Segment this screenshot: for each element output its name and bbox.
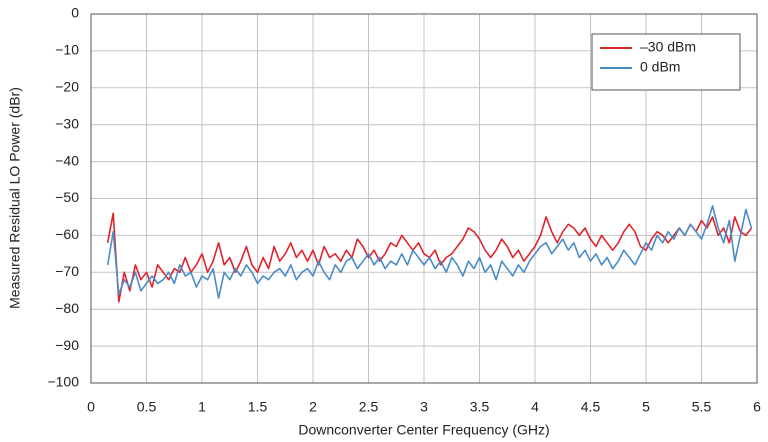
y-tick-label: −40: [55, 152, 79, 168]
x-tick-label: 4: [531, 399, 539, 415]
x-tick-label: 2: [309, 399, 317, 415]
y-tick-label: −30: [55, 115, 79, 131]
x-tick-label: 0.5: [137, 399, 157, 415]
x-tick-label: 0: [87, 399, 95, 415]
x-tick-label: 5.5: [692, 399, 712, 415]
y-tick-label: −70: [55, 263, 79, 279]
y-tick-label: −100: [47, 374, 79, 390]
plot-border: [90, 13, 758, 384]
y-tick-label: −90: [55, 337, 79, 353]
legend-box: [591, 33, 741, 91]
y-tick-label: −60: [55, 226, 79, 242]
x-tick-label: 5: [642, 399, 650, 415]
x-tick-label: 3: [420, 399, 428, 415]
x-tick-label: 3.5: [470, 399, 490, 415]
legend-label: –30 dBm: [640, 39, 696, 55]
x-tick-label: 1: [198, 399, 206, 415]
legend-label: 0 dBm: [640, 59, 680, 75]
x-tick-label: 4.5: [581, 399, 601, 415]
y-tick-label: −20: [55, 79, 79, 95]
y-tick-label: 0: [71, 5, 79, 21]
x-axis-label: Downconverter Center Frequency (GHz): [298, 422, 549, 438]
series-line: [106, 205, 753, 299]
y-axis-label: Measured Residual LO Power (dBr): [7, 87, 23, 309]
y-tick-label: −50: [55, 189, 79, 205]
y-tick-label: −10: [55, 42, 79, 58]
x-tick-label: 6: [753, 399, 761, 415]
x-tick-label: 2.5: [359, 399, 379, 415]
x-tick-label: 1.5: [248, 399, 268, 415]
y-tick-label: −80: [55, 300, 79, 316]
